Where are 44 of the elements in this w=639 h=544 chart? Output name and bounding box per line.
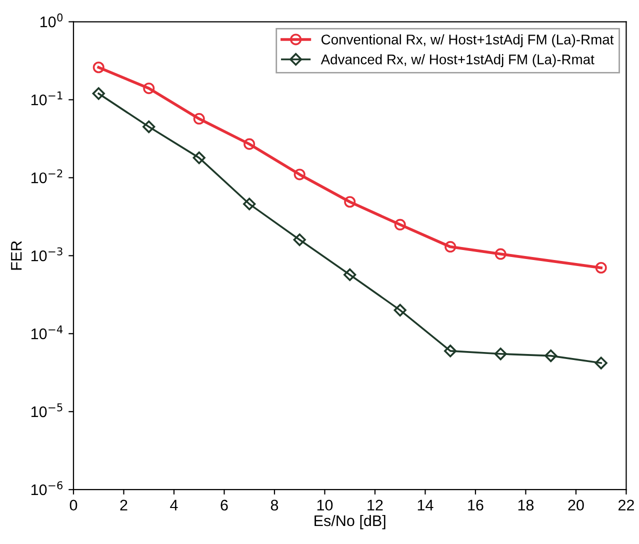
x-tick-label: 14	[418, 500, 434, 510]
x-tick-label: 6	[220, 500, 228, 511]
x-tick-label: 8	[270, 500, 278, 511]
x-tick-label: 18	[518, 500, 534, 511]
point	[494, 248, 506, 260]
y-tick-label: 10$^{−3}$	[31, 247, 62, 262]
y-tick-label: 10$^{−4}$	[31, 325, 63, 340]
x-tick-label: 2	[120, 500, 128, 510]
x-tick-label: 12	[368, 500, 383, 510]
point	[142, 120, 156, 134]
x-tick-label: 20	[568, 500, 584, 511]
x-tick-label: 22	[618, 500, 634, 510]
point	[544, 349, 558, 362]
point	[92, 87, 105, 100]
point	[193, 113, 205, 125]
x-tick-label: 10	[317, 500, 333, 511]
y-tick-label: 10$^{−1}$	[31, 92, 62, 106]
point	[394, 304, 406, 316]
y-tick-label: 10$^{−2}$	[31, 169, 62, 184]
point	[394, 218, 406, 230]
legend-label: Advanced Rx, w/ Host+1stAdj FM (La)-Rmat	[320, 54, 594, 68]
y-tick-label: 10$^{−6}$	[31, 481, 63, 496]
point	[344, 268, 356, 282]
point	[143, 82, 155, 94]
y-tick-label: 10$^{−5}$	[31, 403, 62, 418]
point	[594, 356, 608, 370]
point	[344, 196, 356, 208]
point	[244, 138, 256, 150]
y-tick-label: 10$^{0}$	[40, 13, 63, 28]
point	[595, 262, 607, 274]
legend-label: Conventional Rx, w/ Host+1stAdj FM (La)-Rmat	[322, 34, 614, 48]
point	[92, 62, 104, 74]
point	[293, 233, 306, 246]
point	[192, 151, 206, 164]
point	[243, 198, 256, 210]
x-tick-label: 4	[170, 500, 178, 510]
point	[444, 344, 457, 358]
point	[294, 168, 306, 180]
x-axis-title: Es/No [dB]	[314, 514, 386, 530]
y-axis-title: FER	[11, 241, 22, 270]
point	[494, 348, 507, 360]
x-tick-label: 0	[70, 500, 78, 511]
point	[444, 241, 456, 253]
x-tick-label: 16	[468, 500, 484, 511]
